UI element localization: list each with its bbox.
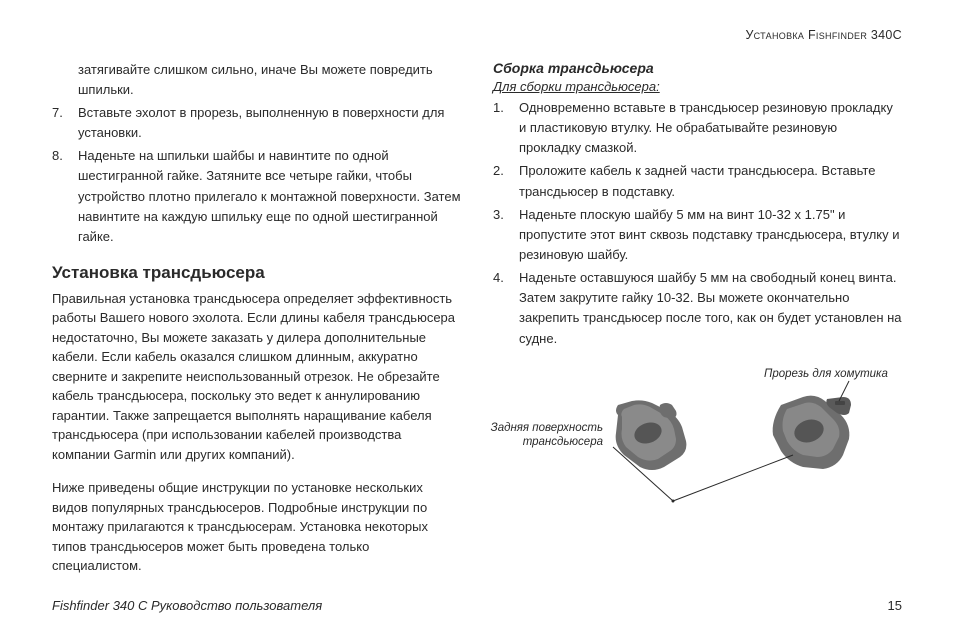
paragraph: Правильная установка трансдьюсера опреде…: [52, 289, 461, 465]
connector-lines-icon: [593, 431, 823, 511]
list-item: 4. Наденьте оставшуюся шайбу 5 мм на сво…: [493, 268, 902, 349]
subsection-heading: Сборка трансдьюсера: [493, 60, 902, 76]
section-heading: Установка трансдьюсера: [52, 263, 461, 283]
pointer-line-icon: [793, 379, 853, 405]
list-item: 1. Одновременно вставьте в трансдьюсер р…: [493, 98, 902, 158]
list-item: 7. Вставьте эхолот в прорезь, выполненну…: [52, 103, 461, 143]
list-number: 4.: [493, 268, 519, 349]
page-number: 15: [888, 598, 902, 613]
page-footer: Fishfinder 340 C Руководство пользовател…: [52, 598, 902, 613]
list-number: 3.: [493, 205, 519, 265]
list-number: 7.: [52, 103, 78, 143]
figure-label-rear: Задняя поверхность трансдьюсера: [487, 421, 603, 450]
footer-title: Fishfinder 340 C Руководство пользовател…: [52, 598, 322, 613]
procedure-title: Для сборки трансдьюсера:: [493, 79, 902, 94]
left-column: затягивайте слишком сильно, иначе Вы мож…: [52, 60, 461, 590]
numbered-list-right: 1. Одновременно вставьте в трансдьюсер р…: [493, 98, 902, 349]
list-text: Проложите кабель к задней части трансдью…: [519, 161, 902, 201]
list-item: 2. Проложите кабель к задней части транс…: [493, 161, 902, 201]
content-columns: затягивайте слишком сильно, иначе Вы мож…: [52, 60, 902, 590]
list-number: 1.: [493, 98, 519, 158]
paragraph: Ниже приведены общие инструкции по устан…: [52, 478, 461, 576]
list-text: Наденьте оставшуюся шайбу 5 мм на свобод…: [519, 268, 902, 349]
list-number: 2.: [493, 161, 519, 201]
list-text: Наденьте на шпильки шайбы и навинтите по…: [78, 146, 461, 247]
list-item: 8. Наденьте на шпильки шайбы и навинтите…: [52, 146, 461, 247]
list-text: Вставьте эхолот в прорезь, выполненную в…: [78, 103, 461, 143]
numbered-list-left: 7. Вставьте эхолот в прорезь, выполненну…: [52, 103, 461, 247]
right-column: Сборка трансдьюсера Для сборки трансдьюс…: [493, 60, 902, 590]
transducer-figure: Прорезь для хомутика Задняя поверхность …: [493, 361, 902, 531]
page-header-right: Установка Fishfinder 340C: [52, 28, 902, 42]
list-item: 3. Наденьте плоскую шайбу 5 мм на винт 1…: [493, 205, 902, 265]
list-number: 8.: [52, 146, 78, 247]
list-text: Одновременно вставьте в трансдьюсер рези…: [519, 98, 902, 158]
continuation-paragraph: затягивайте слишком сильно, иначе Вы мож…: [52, 60, 461, 99]
list-text: Наденьте плоскую шайбу 5 мм на винт 10-3…: [519, 205, 902, 265]
